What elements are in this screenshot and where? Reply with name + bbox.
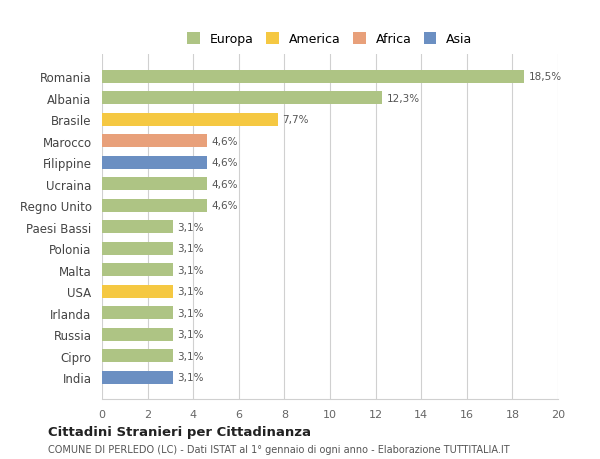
Text: 3,1%: 3,1% <box>177 265 204 275</box>
Bar <box>102 157 207 169</box>
Text: 3,1%: 3,1% <box>177 372 204 382</box>
Text: 3,1%: 3,1% <box>177 286 204 297</box>
Text: 18,5%: 18,5% <box>529 72 562 82</box>
Text: Cittadini Stranieri per Cittadinanza: Cittadini Stranieri per Cittadinanza <box>48 425 311 438</box>
Bar <box>102 242 173 255</box>
Bar <box>102 135 207 148</box>
Bar <box>102 113 278 127</box>
Text: 3,1%: 3,1% <box>177 308 204 318</box>
Bar <box>102 199 207 212</box>
Text: 7,7%: 7,7% <box>282 115 308 125</box>
Text: 4,6%: 4,6% <box>211 201 238 211</box>
Bar <box>102 221 173 234</box>
Bar <box>102 263 173 276</box>
Bar <box>102 371 173 384</box>
Bar <box>102 92 382 105</box>
Bar <box>102 71 524 84</box>
Text: 3,1%: 3,1% <box>177 244 204 254</box>
Text: 4,6%: 4,6% <box>211 158 238 168</box>
Text: COMUNE DI PERLEDO (LC) - Dati ISTAT al 1° gennaio di ogni anno - Elaborazione TU: COMUNE DI PERLEDO (LC) - Dati ISTAT al 1… <box>48 444 509 454</box>
Legend: Europa, America, Africa, Asia: Europa, America, Africa, Asia <box>181 27 479 52</box>
Text: 3,1%: 3,1% <box>177 222 204 232</box>
Text: 4,6%: 4,6% <box>211 136 238 146</box>
Bar <box>102 349 173 362</box>
Bar <box>102 307 173 319</box>
Text: 4,6%: 4,6% <box>211 179 238 189</box>
Bar <box>102 178 207 191</box>
Text: 3,1%: 3,1% <box>177 330 204 339</box>
Bar <box>102 328 173 341</box>
Text: 12,3%: 12,3% <box>387 94 420 104</box>
Text: 3,1%: 3,1% <box>177 351 204 361</box>
Bar <box>102 285 173 298</box>
